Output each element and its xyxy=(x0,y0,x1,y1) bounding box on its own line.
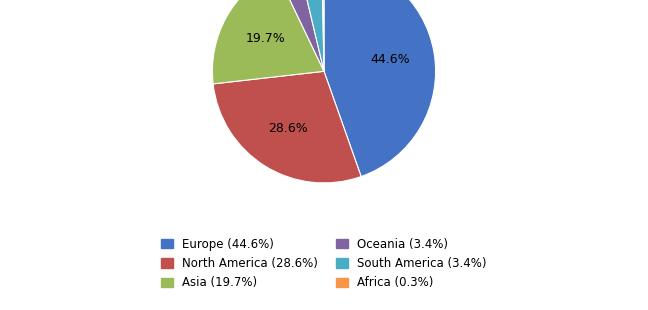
Wedge shape xyxy=(322,0,324,71)
Text: 44.6%: 44.6% xyxy=(370,54,410,66)
Wedge shape xyxy=(324,0,435,176)
Text: 28.6%: 28.6% xyxy=(269,122,308,135)
Wedge shape xyxy=(298,0,324,71)
Text: 19.7%: 19.7% xyxy=(246,32,285,45)
Legend: Europe (44.6%), North America (28.6%), Asia (19.7%), Oceania (3.4%), South Ameri: Europe (44.6%), North America (28.6%), A… xyxy=(161,237,487,290)
Wedge shape xyxy=(276,0,324,71)
Wedge shape xyxy=(213,0,324,84)
Wedge shape xyxy=(213,71,361,183)
